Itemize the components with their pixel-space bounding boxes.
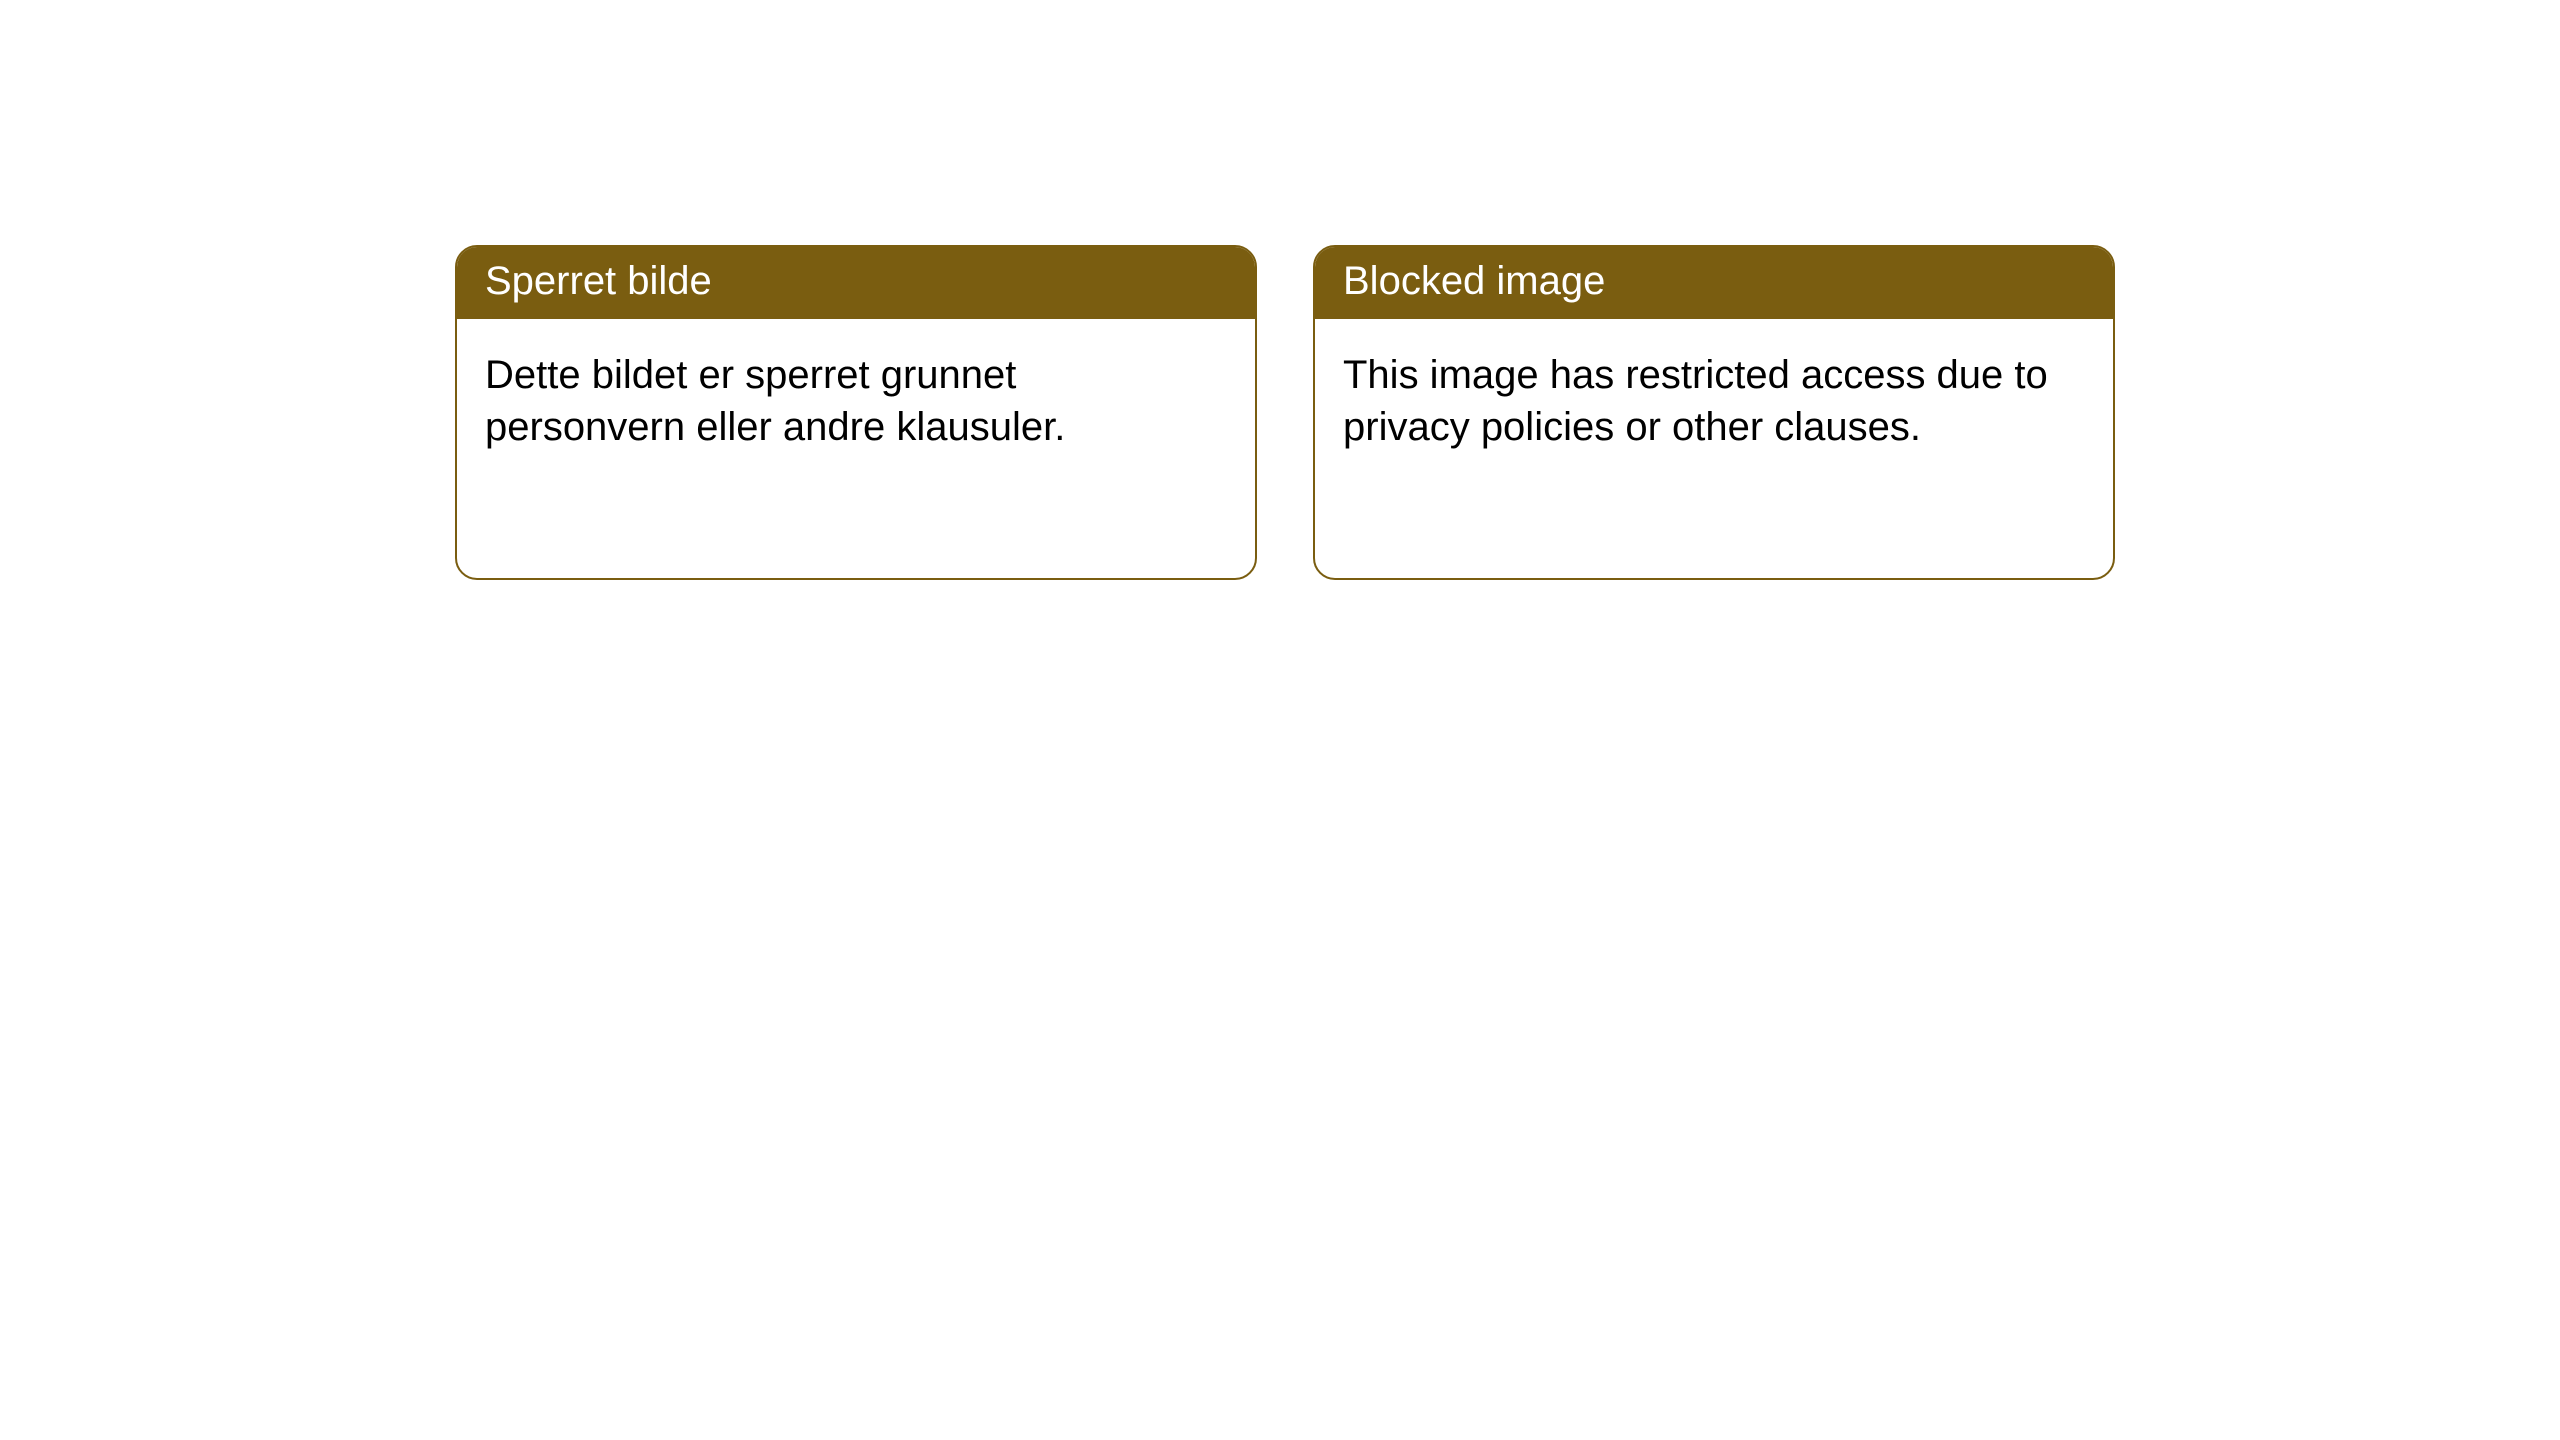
notice-body: Dette bildet er sperret grunnet personve… <box>457 319 1255 473</box>
notice-card-english: Blocked image This image has restricted … <box>1313 245 2115 580</box>
notice-body: This image has restricted access due to … <box>1315 319 2113 473</box>
notice-card-norwegian: Sperret bilde Dette bildet er sperret gr… <box>455 245 1257 580</box>
notice-header: Sperret bilde <box>457 247 1255 319</box>
notice-header: Blocked image <box>1315 247 2113 319</box>
notice-container: Sperret bilde Dette bildet er sperret gr… <box>0 0 2560 580</box>
